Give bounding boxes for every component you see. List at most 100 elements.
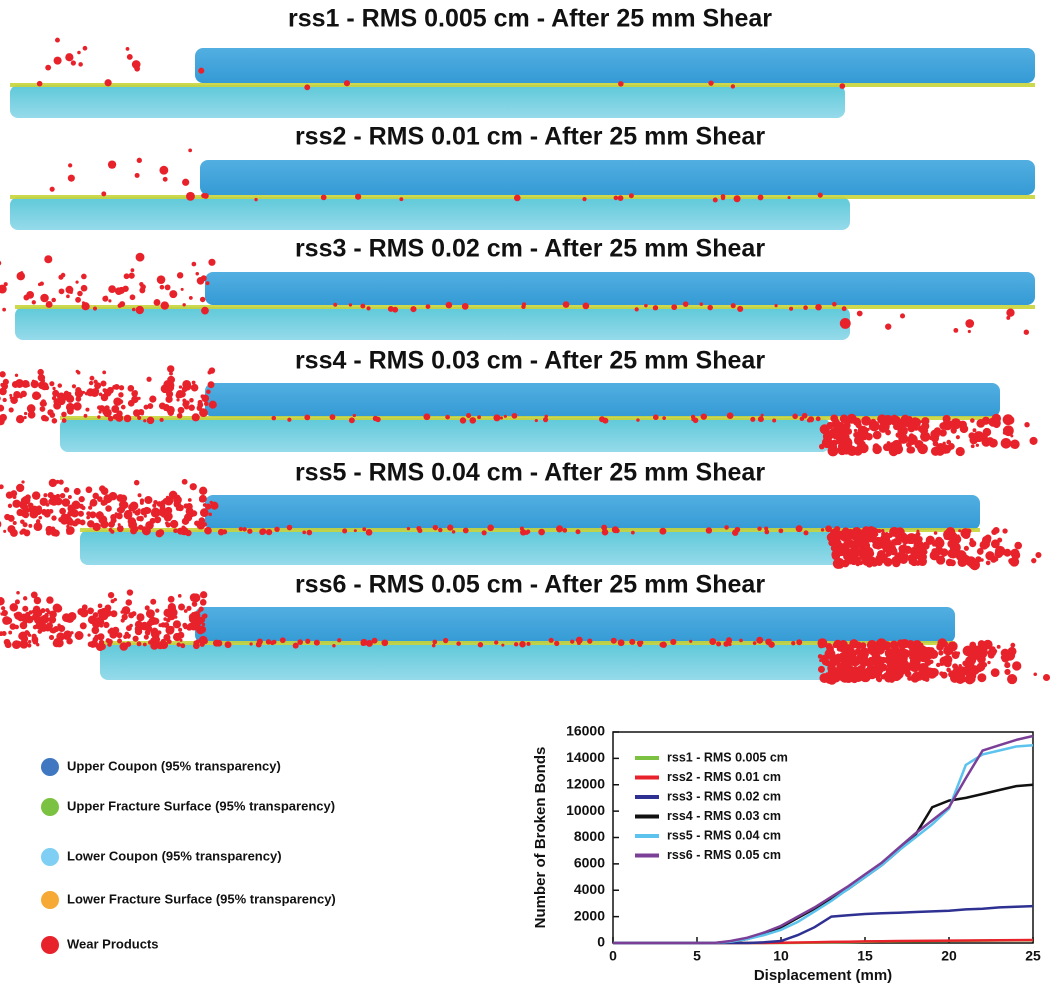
wear-particle — [185, 530, 191, 536]
wear-particle — [77, 51, 81, 55]
wear-particle — [883, 421, 889, 427]
panel-title: rss2 - RMS 0.01 cm - After 25 mm Shear — [295, 123, 765, 151]
wear-particle — [944, 659, 952, 667]
wear-particle — [50, 187, 55, 192]
wear-particle — [478, 642, 483, 647]
wear-particle — [563, 301, 570, 308]
wear-particle — [914, 440, 923, 449]
wear-particle — [452, 530, 455, 533]
wear-particle — [22, 606, 28, 612]
wear-particle — [977, 548, 984, 555]
wear-particle — [59, 508, 66, 515]
y-tick-label: 0 — [597, 934, 605, 950]
wear-particle — [132, 60, 141, 69]
wear-particle — [333, 303, 337, 307]
wear-particle — [857, 446, 860, 449]
wear-particle — [965, 319, 974, 328]
wear-particle — [56, 494, 61, 499]
wear-particle — [190, 483, 197, 490]
wear-particle — [55, 38, 60, 43]
simulation-panel: rss5 - RMS 0.04 cm - After 25 mm Shear — [0, 459, 1041, 571]
wear-particle — [90, 499, 98, 507]
wear-particle — [163, 177, 168, 182]
simulation-panel: rss6 - RMS 0.05 cm - After 25 mm Shear — [0, 571, 1050, 685]
wear-particle — [1001, 438, 1012, 449]
wear-particle — [462, 303, 469, 310]
wear-particle — [638, 642, 643, 647]
wear-particle — [122, 286, 128, 292]
wear-particle — [888, 652, 898, 662]
wear-particle — [189, 398, 194, 403]
wear-particle — [835, 545, 844, 554]
wear-particle — [49, 381, 54, 386]
wear-particle — [0, 371, 6, 377]
wear-particle — [1043, 674, 1050, 681]
wear-particle — [157, 529, 164, 536]
wear-particle — [135, 628, 142, 635]
wear-particle — [803, 530, 808, 535]
wear-particle — [700, 302, 704, 306]
wear-particle — [851, 676, 859, 684]
wear-particle — [849, 539, 852, 542]
wear-particle — [535, 419, 538, 422]
wear-particle — [304, 414, 310, 420]
wear-particle — [88, 634, 91, 637]
wear-particle — [2, 631, 7, 636]
wear-particle — [902, 537, 910, 545]
wear-particle — [757, 526, 761, 530]
wear-particle — [894, 543, 897, 546]
wear-particle — [178, 632, 185, 639]
wear-particle — [143, 643, 147, 647]
wear-particle — [104, 609, 111, 616]
wear-particle — [750, 417, 755, 422]
wear-particle — [102, 370, 106, 374]
wear-particle — [881, 532, 886, 537]
wear-particle — [863, 436, 867, 440]
wear-particle — [946, 440, 951, 445]
wear-particle — [942, 553, 945, 556]
wear-particle — [19, 395, 22, 398]
wear-particle — [966, 655, 976, 665]
wear-particle — [28, 524, 32, 528]
wear-particle — [869, 421, 880, 432]
key-label: Lower Coupon (95% transparency) — [67, 848, 282, 863]
wear-particle — [818, 666, 825, 673]
wear-particle — [161, 622, 166, 627]
wear-particle — [60, 493, 65, 498]
wear-particle — [716, 641, 721, 646]
wear-particle — [10, 603, 19, 612]
wear-particle — [889, 531, 894, 536]
wear-particle — [689, 640, 692, 643]
wear-particle — [182, 479, 188, 485]
wear-particle — [423, 413, 430, 420]
wear-particle — [206, 281, 210, 285]
wear-particle — [366, 306, 370, 310]
wear-particle — [23, 295, 29, 301]
wear-particle — [202, 411, 205, 414]
simulation-panel: rss4 - RMS 0.03 cm - After 25 mm Shear — [0, 347, 1038, 457]
wear-particle — [52, 390, 59, 397]
wear-particle — [388, 306, 394, 312]
wear-particle — [52, 396, 56, 400]
wear-particle — [948, 670, 955, 677]
wear-particle — [936, 643, 944, 651]
wear-particle — [788, 196, 791, 199]
wear-particle — [879, 660, 885, 666]
wear-particle — [1011, 551, 1020, 560]
wear-particle — [98, 511, 101, 514]
wear-particle — [900, 553, 907, 560]
wear-particle — [854, 669, 860, 675]
wear-particle — [174, 500, 181, 507]
wear-particle — [92, 523, 100, 531]
wear-particle — [0, 597, 5, 605]
wear-particle — [103, 622, 109, 628]
wear-particle — [908, 446, 915, 453]
simulation-panel: rss2 - RMS 0.01 cm - After 25 mm Shear — [10, 123, 1035, 230]
wear-particle — [997, 645, 1001, 649]
wear-particle — [183, 503, 188, 508]
wear-particle — [181, 526, 185, 530]
wear-particle — [854, 429, 857, 432]
wear-particle — [862, 418, 869, 425]
wear-particle — [182, 179, 189, 186]
wear-particle — [130, 294, 136, 300]
